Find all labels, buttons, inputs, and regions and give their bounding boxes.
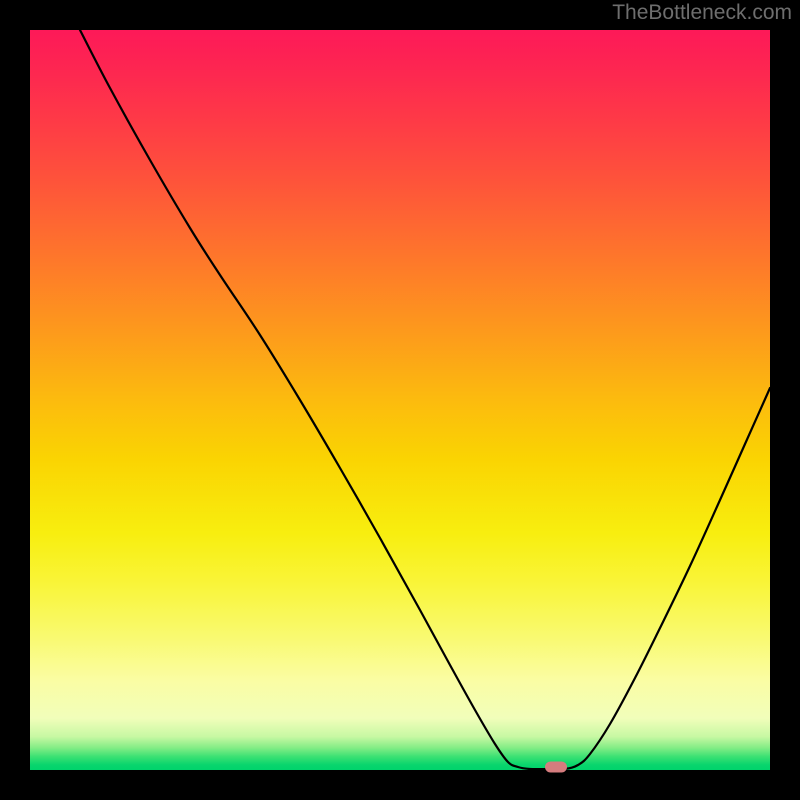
optimum-marker-pill	[545, 762, 567, 773]
background-gradient	[30, 30, 770, 770]
chart-frame: TheBottleneck.com	[0, 0, 800, 800]
plot-area	[30, 30, 770, 770]
optimum-marker	[545, 762, 567, 773]
watermark-text: TheBottleneck.com	[612, 1, 792, 25]
